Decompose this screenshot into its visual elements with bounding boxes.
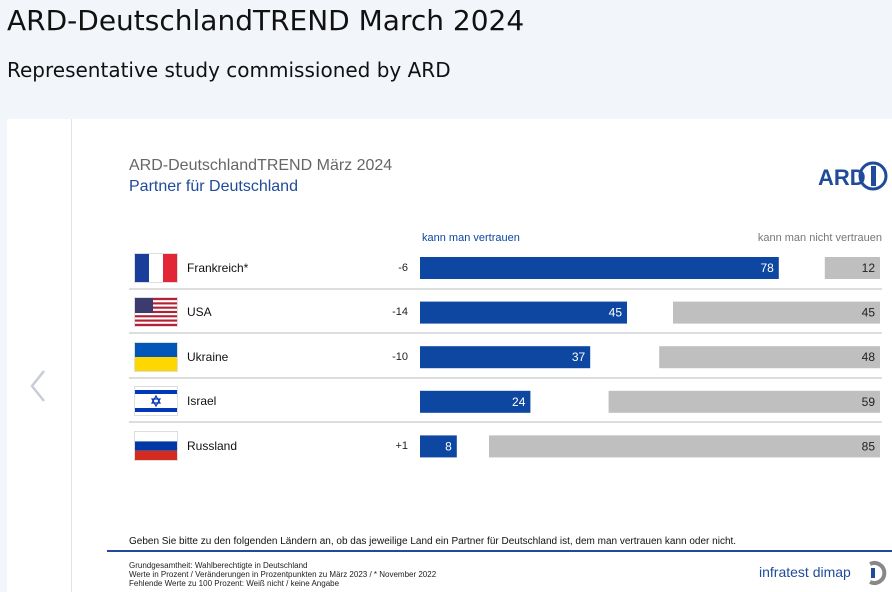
row-separator	[129, 332, 882, 334]
card-divider	[71, 119, 72, 592]
row-separator	[129, 288, 882, 290]
ard-logo-text: ARD	[818, 165, 866, 190]
legend-trust: kann man vertrauen	[422, 232, 520, 244]
chart-subtitle: Partner für Deutschland	[129, 178, 298, 195]
country-label: USA	[187, 305, 212, 319]
footnote-missing: Fehlende Werte zu 100 Prozent: Weiß nich…	[129, 579, 340, 588]
infratest-dimap-logo-icon	[869, 561, 887, 585]
usa-flag-icon	[134, 297, 178, 327]
page-title: ARD-DeutschlandTREND March 2024	[7, 4, 525, 37]
change-value: +1	[395, 440, 408, 452]
ukraine-flag-icon	[134, 342, 178, 372]
country-label: Russland	[187, 439, 238, 453]
survey-question: Geben Sie bitte zu den folgenden Ländern…	[129, 536, 737, 547]
israel-flag-icon	[134, 386, 178, 416]
russia-flag-icon	[134, 431, 178, 461]
footer-rule	[107, 550, 892, 552]
row-separator	[129, 377, 882, 379]
row-separator	[129, 421, 882, 423]
legend-distrust: kann man nicht vertrauen	[757, 232, 882, 244]
previous-slide-arrow-icon[interactable]	[26, 368, 52, 404]
chart-title: ARD-DeutschlandTREND März 2024	[129, 157, 393, 174]
page-subtitle: Representative study commissioned by ARD	[7, 58, 451, 82]
country-label: Israel	[187, 394, 217, 408]
change-value: -14	[392, 306, 408, 318]
france-flag-icon	[134, 253, 178, 283]
change-value: -10	[392, 351, 408, 363]
footnote-base: Grundgesamtheit: Wahlberechtigte in Deut…	[129, 561, 308, 570]
change-value: -6	[398, 262, 408, 274]
ard-logo-icon: ARD	[818, 161, 888, 191]
country-label: Ukraine	[187, 350, 229, 364]
country-label: Frankreich*	[187, 261, 249, 275]
source-label: infratest dimap	[759, 564, 851, 580]
footnote-units: Werte in Prozent / Veränderungen in Proz…	[129, 570, 437, 579]
